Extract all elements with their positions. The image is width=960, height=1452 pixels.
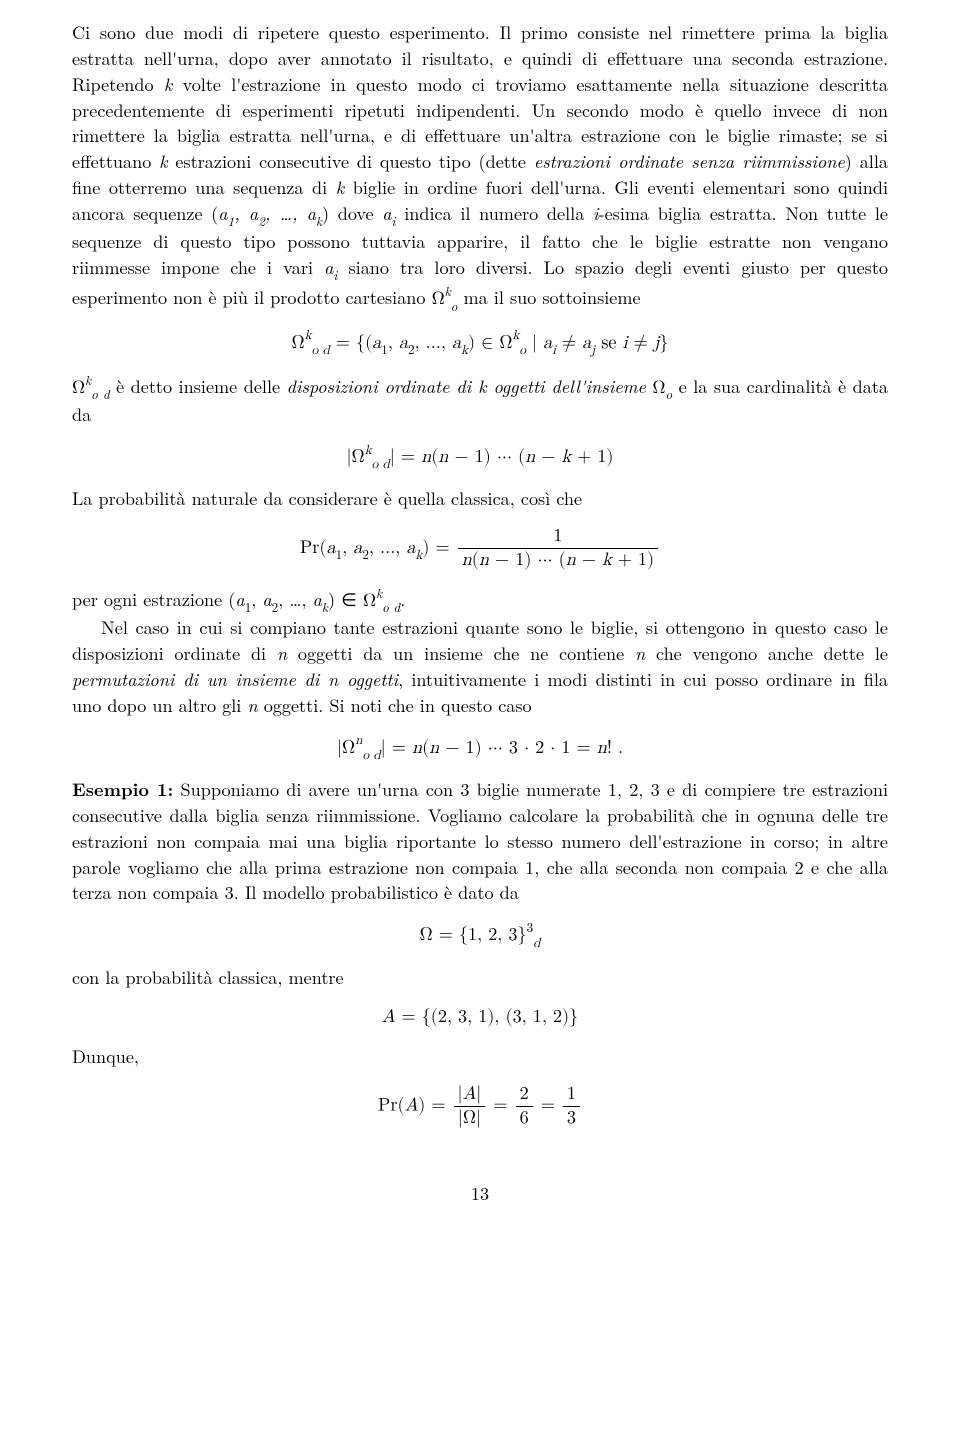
sup: k — [305, 328, 312, 342]
sub: o — [519, 343, 526, 357]
paragraph-6: con la probabilità classica, mentre — [72, 965, 888, 991]
text: | = n(n − 1) ··· 3 · 2 · 1 = n! . — [381, 738, 623, 757]
sub: o — [666, 384, 673, 403]
var-n: n — [247, 693, 257, 718]
sub: o d — [382, 597, 400, 616]
sequence: a1, a2, …, ak — [218, 201, 322, 226]
sup: 3 — [527, 921, 534, 935]
italic-term: estrazioni ordinate senza riimmissione — [534, 149, 845, 174]
text: = {(a1, a2, …, ak) ∈ Ω — [336, 333, 513, 352]
equation-omega-example: Ω = {1, 2, 3}3d — [72, 920, 888, 950]
text: = {(2, 3, 1), (3, 1, 2)} — [395, 1007, 578, 1026]
lhs: Pr(a1, a2, …, ak) = — [300, 538, 456, 557]
text: | ai ≠ aj se i ≠ j} — [532, 333, 669, 352]
lhs: Pr(A) = — [378, 1095, 452, 1114]
denominator: |Ω| — [454, 1107, 486, 1129]
sub: o d — [91, 384, 109, 403]
eq: = — [541, 1095, 561, 1114]
var-ai: ai — [382, 201, 395, 226]
example-label: Esempio 1: — [72, 776, 173, 802]
text: è detto insieme delle — [110, 373, 287, 399]
equation-probability: Pr(a1, a2, …, ak) = 1 n(n − 1) ··· (n − … — [72, 526, 888, 571]
paragraph-5: Nel caso in cui si compiano tante estraz… — [72, 615, 888, 718]
paragraph-2: Ωko d è detto insieme delle disposizioni… — [72, 372, 888, 428]
equation-pr-A: Pr(A) = |A| |Ω| = 2 6 = 1 3 — [72, 1084, 888, 1129]
var-n: n — [635, 641, 645, 666]
var-k: k — [159, 149, 167, 174]
text: | = n(n − 1) ··· (n − k + 1) — [390, 447, 614, 466]
fraction-3: 1 3 — [563, 1084, 580, 1129]
sym: Ω — [72, 373, 85, 399]
paragraph-3: La probabilità naturale da considerare è… — [72, 486, 888, 512]
equation-cardinality: |Ωko d| = n(n − 1) ··· (n − k + 1) — [72, 442, 888, 472]
sub: o d — [362, 748, 380, 762]
equation-omega-od-def: Ωko d = {(a1, a2, …, ak) ∈ Ωko | ai ≠ aj… — [72, 328, 888, 358]
equation-event-A: A = {(2, 3, 1), (3, 1, 2)} — [72, 1004, 888, 1030]
fraction-2: 2 6 — [516, 1084, 533, 1129]
text: Dunque, — [72, 1043, 139, 1069]
text: estrazioni consecutive di questo tipo (d… — [168, 148, 534, 174]
var-ai: ai — [324, 255, 337, 280]
fraction: 1 n(n − 1) ··· (n − k + 1) — [458, 526, 658, 571]
denominator: n(n − 1) ··· (n − k + 1) — [458, 549, 658, 571]
text: ma il suo sottoinsieme — [457, 284, 640, 310]
sub: o d — [372, 457, 390, 471]
var-k: k — [336, 175, 344, 200]
text: per ogni estrazione (a1, a2, …, ak) ∈ Ω — [72, 586, 376, 612]
paragraph-4: per ogni estrazione (a1, a2, …, ak) ∈ Ωk… — [72, 585, 888, 615]
sup-k: k — [445, 281, 451, 300]
eq: = — [493, 1095, 513, 1114]
paragraph-7: Dunque, — [72, 1044, 888, 1070]
equation-factorial: |Ωno d| = n(n − 1) ··· 3 · 2 · 1 = n! . — [72, 733, 888, 763]
var-n: n — [277, 641, 287, 666]
sup: k — [365, 443, 372, 457]
text: oggetti. Si noti che in questo caso — [258, 692, 532, 718]
example-1: Esempio 1: Supponiamo di avere un'urna c… — [72, 777, 888, 906]
text: indica il numero della — [396, 200, 593, 226]
fraction-1: |A| |Ω| — [454, 1084, 486, 1129]
text: con la probabilità classica, mentre — [72, 964, 344, 990]
italic-term: disposizioni ordinate di k oggetti dell'… — [287, 374, 646, 399]
denominator: 3 — [563, 1107, 580, 1129]
numerator: 1 — [563, 1084, 580, 1107]
page: Ci sono due modi di ripetere questo espe… — [0, 0, 960, 1247]
text: Ω = {1, 2, 3} — [420, 925, 527, 944]
text: oggetti da un insieme che ne contiene — [287, 640, 635, 666]
sub: o d — [312, 343, 330, 357]
numerator: 1 — [458, 526, 658, 549]
text: La probabilità naturale da considerare è… — [72, 485, 582, 511]
numerator: 2 — [516, 1084, 533, 1107]
sub: d — [533, 936, 540, 950]
page-number: 13 — [72, 1181, 888, 1207]
text: che vengono anche dette le — [645, 640, 888, 666]
denominator: 6 — [516, 1107, 533, 1129]
sub-o: o — [451, 296, 458, 315]
text: Supponiamo di avere un'urna con 3 biglie… — [72, 776, 888, 905]
italic-term: permutazioni di un insieme di n oggetti — [72, 667, 398, 692]
text: |Ω — [337, 738, 355, 757]
sup: k — [512, 328, 519, 342]
text: . — [400, 586, 405, 612]
sup: n — [355, 733, 362, 747]
text: Ω — [646, 373, 666, 399]
paragraph-1: Ci sono due modi di ripetere questo espe… — [72, 20, 888, 314]
text: |Ω — [346, 447, 364, 466]
sym: Ω — [292, 333, 305, 352]
numerator: |A| — [454, 1084, 486, 1107]
text: A — [382, 1007, 396, 1026]
text: ) dove — [322, 200, 382, 226]
